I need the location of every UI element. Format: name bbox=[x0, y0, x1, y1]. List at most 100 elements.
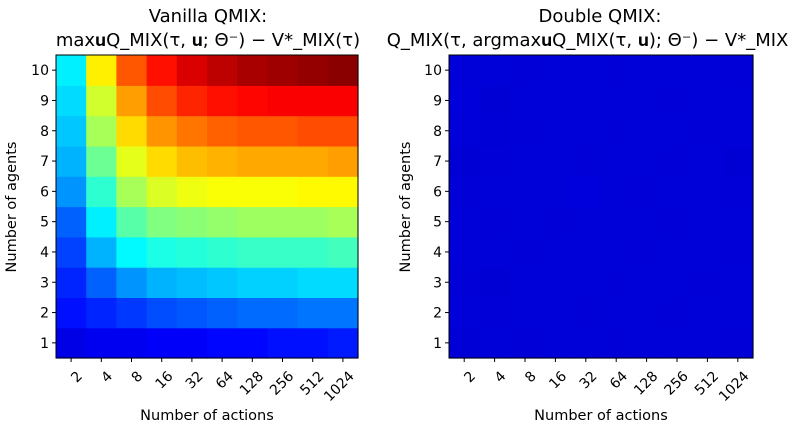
x-tick-label: 256 bbox=[662, 368, 692, 398]
heatmap-cell bbox=[631, 327, 663, 359]
x-tick-label: 2 bbox=[461, 368, 479, 386]
heatmap-cell bbox=[631, 297, 663, 329]
y-tick-label: 2 bbox=[40, 306, 49, 322]
heatmap-cell bbox=[327, 85, 359, 117]
heatmap-cell bbox=[116, 236, 148, 268]
heatmap-cell bbox=[722, 115, 754, 147]
heatmap-cell bbox=[327, 206, 359, 238]
heatmap-cell bbox=[449, 327, 480, 359]
heatmap-cell bbox=[661, 297, 693, 329]
heatmap-cell bbox=[540, 327, 572, 359]
heatmap-cell bbox=[56, 115, 87, 147]
heatmap-cell bbox=[297, 236, 329, 268]
x-tick-label: 32 bbox=[577, 368, 601, 392]
heatmap-cell bbox=[56, 176, 87, 208]
heatmap-cell bbox=[479, 236, 511, 268]
heatmap-cell bbox=[237, 206, 268, 238]
heatmap-cell bbox=[86, 297, 117, 329]
heatmap-cell bbox=[449, 55, 480, 86]
heatmap-cell bbox=[116, 327, 148, 359]
heatmap-cell bbox=[509, 145, 541, 177]
heatmap-cell bbox=[207, 55, 238, 86]
heatmap-cell bbox=[267, 115, 299, 147]
heatmap-cell bbox=[116, 297, 148, 329]
x-tick-label: 64 bbox=[213, 368, 237, 392]
heatmap-cell bbox=[449, 176, 480, 208]
vanilla-title-line1: Vanilla QMIX: bbox=[149, 6, 268, 27]
y-tick-label: 3 bbox=[433, 275, 442, 291]
heatmap-cell bbox=[722, 267, 754, 298]
heatmap-cell bbox=[661, 267, 693, 298]
heatmap-cell bbox=[237, 85, 268, 117]
heatmap-cell bbox=[297, 85, 329, 117]
heatmap-cell bbox=[540, 115, 572, 147]
x-tick-label: 8 bbox=[522, 368, 540, 386]
heatmap-cell bbox=[327, 327, 359, 359]
heatmap-cell bbox=[267, 85, 299, 117]
x-tick-label: 8 bbox=[129, 368, 147, 386]
heatmap-cell bbox=[601, 297, 632, 329]
double-title-line2: Q_MIX(τ, argmax𝐮Q_MIX(τ, 𝐮); Θ⁻) − V*_MI… bbox=[387, 30, 790, 51]
heatmap-cell bbox=[722, 145, 754, 177]
double-y-ticks: 1 2 3 4 5 6 7 8 9 10 bbox=[424, 63, 449, 352]
heatmap-cell bbox=[631, 206, 663, 238]
heatmap-cell bbox=[146, 297, 178, 329]
heatmap-cell bbox=[692, 206, 724, 238]
y-tick-label: 8 bbox=[433, 124, 442, 140]
heatmap-cell bbox=[631, 85, 663, 117]
y-tick-label: 10 bbox=[31, 63, 49, 79]
heatmap-cell bbox=[722, 327, 754, 359]
y-tick-label: 10 bbox=[424, 63, 442, 79]
heatmap-cell bbox=[146, 176, 178, 208]
heatmap-cell bbox=[146, 145, 178, 177]
heatmap-cell bbox=[570, 327, 602, 359]
heatmap-cell bbox=[56, 267, 87, 298]
double-plot-frame bbox=[448, 54, 754, 359]
heatmap-cell bbox=[570, 176, 602, 208]
heatmap-cell bbox=[692, 327, 724, 359]
heatmap-cell bbox=[692, 115, 724, 147]
heatmap-cell bbox=[661, 55, 693, 86]
y-tick-label: 3 bbox=[40, 275, 49, 291]
heatmap-cell bbox=[207, 297, 238, 329]
heatmap-cell bbox=[509, 297, 541, 329]
heatmap-cell bbox=[207, 206, 238, 238]
heatmap-cell bbox=[86, 85, 117, 117]
heatmap-cell bbox=[176, 327, 208, 359]
heatmap-cell bbox=[479, 115, 511, 147]
heatmap-cell bbox=[479, 85, 511, 117]
heatmap-cell bbox=[56, 85, 87, 117]
heatmap-cell bbox=[86, 327, 117, 359]
heatmap-cell bbox=[692, 236, 724, 268]
heatmap-cell bbox=[449, 85, 480, 117]
heatmap-cell bbox=[86, 55, 117, 86]
heatmap-cell bbox=[327, 236, 359, 268]
heatmap-cell bbox=[509, 206, 541, 238]
heatmap-cell bbox=[722, 206, 754, 238]
y-tick-label: 8 bbox=[40, 124, 49, 140]
heatmap-cell bbox=[692, 55, 724, 86]
heatmap-cell bbox=[237, 145, 268, 177]
heatmap-cell bbox=[86, 206, 117, 238]
heatmap-cell bbox=[479, 327, 511, 359]
double-qmix-panel: Double QMIX: Q_MIX(τ, argmax𝐮Q_MIX(τ, 𝐮)… bbox=[387, 6, 790, 423]
heatmap-cell bbox=[237, 297, 268, 329]
heatmap-cell bbox=[631, 145, 663, 177]
heatmap-cell bbox=[661, 85, 693, 117]
double-title-line1: Double QMIX: bbox=[539, 6, 662, 27]
heatmap-cell bbox=[207, 236, 238, 268]
heatmap-cell bbox=[297, 176, 329, 208]
heatmap-cell bbox=[479, 55, 511, 86]
heatmap-cell bbox=[661, 115, 693, 147]
x-tick-label: 4 bbox=[98, 368, 116, 386]
heatmap-cell bbox=[297, 55, 329, 86]
heatmap-cell bbox=[297, 327, 329, 359]
heatmap-cell bbox=[509, 236, 541, 268]
heatmap-cell bbox=[176, 85, 208, 117]
heatmap-cell bbox=[540, 145, 572, 177]
heatmap-cell bbox=[692, 267, 724, 298]
heatmap-cell bbox=[86, 236, 117, 268]
heatmap-cell bbox=[601, 236, 632, 268]
heatmap-cell bbox=[267, 297, 299, 329]
